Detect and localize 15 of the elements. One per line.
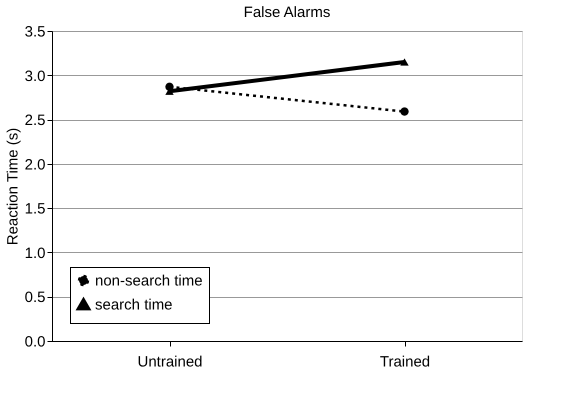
legend-label: search time: [95, 296, 173, 314]
y-tick-label: 3.5: [24, 24, 46, 40]
y-tick-label: 1.5: [24, 200, 46, 218]
point: [400, 107, 409, 116]
chart-title: False Alarms: [244, 4, 330, 21]
y-axis-title: Reaction Time (s): [4, 128, 22, 246]
y-tick-label: 0.0: [24, 334, 46, 350]
y-tick-label: 1.0: [24, 244, 46, 262]
y-tick-label: 0.5: [24, 289, 46, 306]
x-tick-label: Trained: [380, 354, 430, 370]
legend-label: non-search time: [95, 272, 203, 290]
y-tick-label: 2.0: [24, 156, 46, 174]
y-tick-label: 2.5: [24, 112, 46, 130]
x-tick-label: Untrained: [137, 354, 203, 370]
y-tick-label: 3.0: [24, 68, 46, 85]
